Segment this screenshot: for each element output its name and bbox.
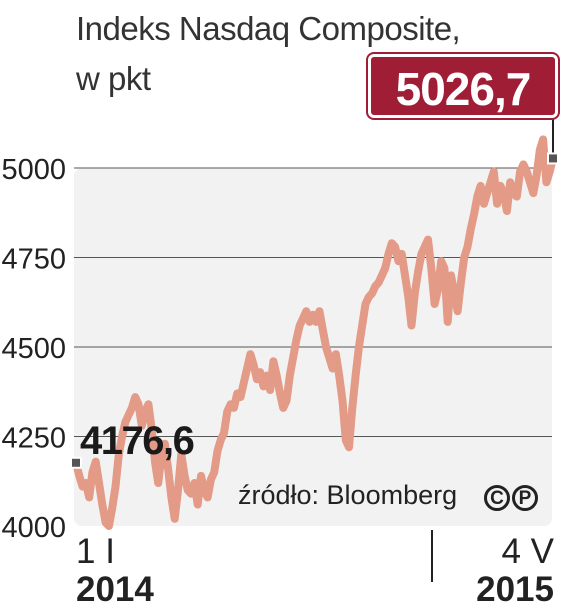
- copyright-c-icon: C: [484, 485, 510, 511]
- x-start-day: 1 I: [76, 532, 115, 571]
- chart-title-line-2: w pkt: [76, 60, 151, 97]
- x-start-year: 2014: [76, 570, 154, 609]
- y-axis-ticks: 4000 4250 4500 4750 5000: [1, 154, 66, 544]
- y-tick-label-4250: 4250: [1, 423, 66, 455]
- first-value-marker: [70, 456, 82, 469]
- x-end-label: 4 V 2015: [464, 533, 554, 609]
- y-tick-label-4500: 4500: [1, 333, 66, 365]
- chart-title-line-1: Indeks Nasdaq Composite,: [76, 10, 461, 47]
- y-tick-label-4000: 4000: [1, 512, 66, 544]
- x-end-day: 4 V: [501, 532, 554, 571]
- y-tick-label-4750: 4750: [1, 244, 66, 276]
- source-note: źródło: Bloomberg: [238, 480, 458, 510]
- x-end-year: 2015: [476, 570, 554, 609]
- y-tick-label-5000: 5000: [1, 154, 66, 186]
- chart-title: Indeks Nasdaq Composite, w pkt: [76, 4, 461, 104]
- series-line-nasdaq: [72, 135, 557, 530]
- first-value-label: 4176,6: [80, 419, 195, 463]
- copyright-p-icon: P: [512, 485, 538, 511]
- last-value-label: 5026,7: [368, 54, 558, 118]
- x-start-label: 1 I 2014: [76, 533, 154, 609]
- last-value-marker: [547, 152, 559, 165]
